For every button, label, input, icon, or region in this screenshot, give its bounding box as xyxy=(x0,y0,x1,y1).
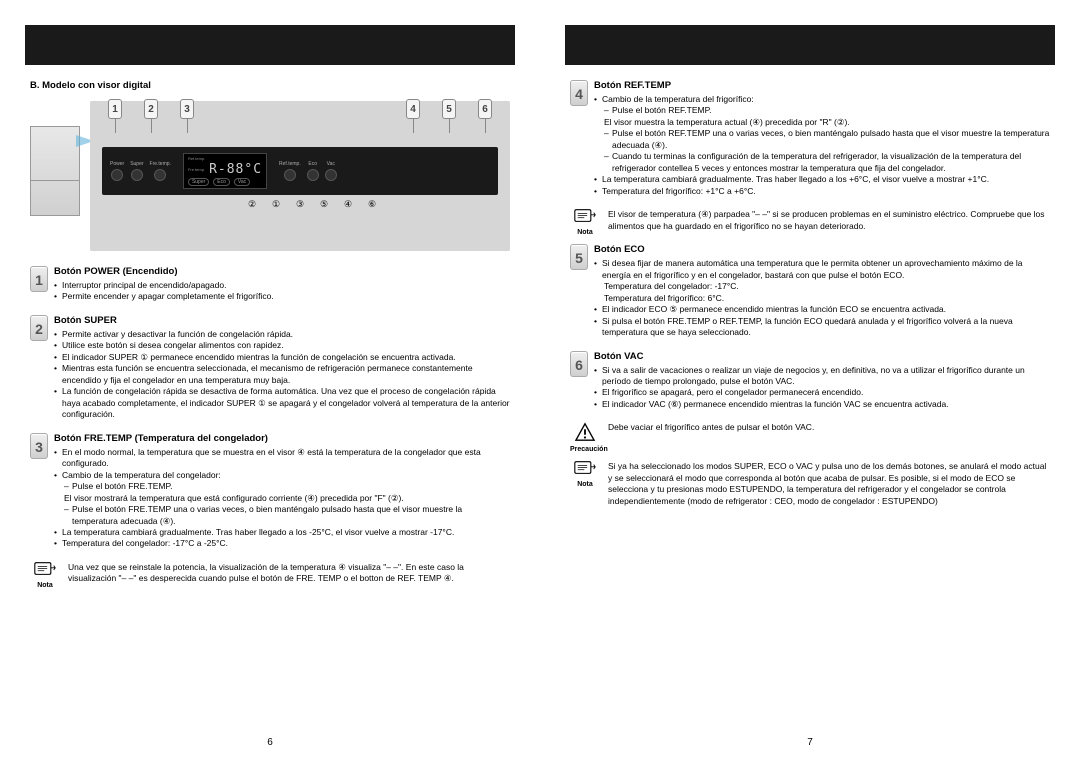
section-num-1: 1 xyxy=(30,266,48,292)
section-6-item: El indicador VAC (⑥) permanece encendido… xyxy=(594,399,1050,410)
section-1: 1 Botón POWER (Encendido) Interruptor pr… xyxy=(30,266,510,303)
section-3-sub: Pulse el botón FRE.TEMP. xyxy=(54,481,510,492)
section-6-title: Botón VAC xyxy=(594,351,1050,362)
section-4-sub: Pulse el botón REF.TEMP. xyxy=(594,105,1050,116)
section-4-item: Cambio de la temperatura del frigorífico… xyxy=(594,94,1050,105)
section-3-text: El visor mostrará la temperatura que est… xyxy=(54,493,510,504)
fridge-thumbnail xyxy=(30,126,80,216)
section-num-6: 6 xyxy=(570,351,588,377)
section-2: 2 Botón SUPER Permite activar y desactiv… xyxy=(30,315,510,421)
section-3: 3 Botón FRE.TEMP (Temperatura del congel… xyxy=(30,433,510,550)
note-text: Si ya ha seleccionado los modos SUPER, E… xyxy=(608,461,1050,507)
section-5-item: El indicador ECO ⑤ permanece encendido m… xyxy=(594,304,1050,315)
panel-label-super: Super xyxy=(130,161,143,167)
note-icon xyxy=(34,562,56,578)
control-panel: 1 2 3 4 5 6 Power Super Fre.temp. Re xyxy=(90,101,510,251)
callout-5: 5 xyxy=(442,99,456,119)
note-icon xyxy=(574,461,596,477)
callout-1: 1 xyxy=(108,99,122,119)
eco-button[interactable] xyxy=(307,169,319,181)
caution-text: Debe vaciar el frigorífico antes de puls… xyxy=(608,422,1050,453)
section-4: 4 Botón REF.TEMP Cambio de la temperatur… xyxy=(570,80,1050,197)
super-button[interactable] xyxy=(131,169,143,181)
section-3-item: Temperatura del congelador: -17°C a -25°… xyxy=(54,538,510,549)
section-5: 5 Botón ECO Si desea fijar de manera aut… xyxy=(570,244,1050,338)
callout-6: 6 xyxy=(478,99,492,119)
section-4-item: La temperatura cambiará gradualmente. Tr… xyxy=(594,174,1050,185)
section-num-3: 3 xyxy=(30,433,48,459)
control-panel-diagram: 1 2 3 4 5 6 Power Super Fre.temp. Re xyxy=(30,101,510,251)
section-3-item: La temperatura cambiará gradualmente. Tr… xyxy=(54,527,510,538)
section-3-sub: Pulse el botón FRE.TEMP una o varias vec… xyxy=(54,504,510,527)
callout-circ-2: ② xyxy=(245,199,259,210)
section-5-item: Si desea fijar de manera automática una … xyxy=(594,258,1050,281)
section-4-sub: Pulse el botón REF.TEMP una o varias vec… xyxy=(594,128,1050,151)
fretemp-button[interactable] xyxy=(154,169,166,181)
panel-label-reftemp: Ref.temp. xyxy=(279,161,301,167)
note-right-1: Nota El visor de temperatura (④) parpade… xyxy=(570,209,1050,236)
section-2-item: Permite activar y desactivar la función … xyxy=(54,329,510,340)
temperature-display: Ref.temp. Fre.temp.R-88°C Super Eco Vac xyxy=(183,153,267,189)
section-6-item: Si va a salir de vacaciones o realizar u… xyxy=(594,365,1050,388)
header-band-right xyxy=(565,25,1055,65)
section-6-item: El frigorífico se apagará, pero el conge… xyxy=(594,387,1050,398)
section-2-title: Botón SUPER xyxy=(54,315,510,326)
reftemp-button[interactable] xyxy=(284,169,296,181)
note-label: Nota xyxy=(30,582,60,589)
section-2-item: La función de congelación rápida se desa… xyxy=(54,386,510,420)
section-2-item: Utilice este botón si desea congelar ali… xyxy=(54,340,510,351)
section-4-text: El visor muestra la temperatura actual (… xyxy=(594,117,1050,128)
callout-2: 2 xyxy=(144,99,158,119)
note-text: Una vez que se reinstale la potencia, la… xyxy=(68,562,510,589)
model-subhead: B. Modelo con visor digital xyxy=(30,80,510,91)
section-3-item: Cambio de la temperatura del congelador: xyxy=(54,470,510,481)
warning-icon xyxy=(574,422,596,442)
section-4-title: Botón REF.TEMP xyxy=(594,80,1050,91)
note-left: Nota Una vez que se reinstale la potenci… xyxy=(30,562,510,589)
callout-circ-1: ① xyxy=(269,199,283,210)
caution-label: Precaución xyxy=(570,446,600,453)
header-band-left xyxy=(25,25,515,65)
section-5-item: Si pulsa el botón FRE.TEMP o REF.TEMP, l… xyxy=(594,316,1050,339)
section-5-title: Botón ECO xyxy=(594,244,1050,255)
callout-circ-4: ④ xyxy=(341,199,355,210)
section-4-sub: Cuando tu terminas la configuración de l… xyxy=(594,151,1050,174)
page-left: B. Modelo con visor digital 1 2 3 4 5 6 xyxy=(0,0,540,763)
section-3-title: Botón FRE.TEMP (Temperatura del congelad… xyxy=(54,433,510,444)
page-number-left: 6 xyxy=(0,737,540,748)
section-2-item: Mientras esta función se encuentra selec… xyxy=(54,363,510,386)
panel-label-eco: Eco xyxy=(308,161,317,167)
section-5-text: Temperatura del frigorífico: 6°C. xyxy=(594,293,1050,304)
section-2-item: El indicador SUPER ① permanece encendido… xyxy=(54,352,510,363)
panel-label-power: Power xyxy=(110,161,124,167)
section-1-item: Permite encender y apagar completamente … xyxy=(54,291,510,302)
section-6: 6 Botón VAC Si va a salir de vacaciones … xyxy=(570,351,1050,411)
callout-circ-3: ③ xyxy=(293,199,307,210)
section-1-item: Interruptor principal de encendido/apaga… xyxy=(54,280,510,291)
section-4-item: Temperatura del frigorífico: +1°C a +6°C… xyxy=(594,186,1050,197)
section-num-4: 4 xyxy=(570,80,588,106)
callout-4: 4 xyxy=(406,99,420,119)
section-1-title: Botón POWER (Encendido) xyxy=(54,266,510,277)
note-icon xyxy=(574,209,596,225)
panel-label-fretemp: Fre.temp. xyxy=(150,161,171,167)
section-num-5: 5 xyxy=(570,244,588,270)
section-3-item: En el modo normal, la temperatura que se… xyxy=(54,447,510,470)
vac-button[interactable] xyxy=(325,169,337,181)
note-label: Nota xyxy=(570,481,600,488)
power-button[interactable] xyxy=(111,169,123,181)
panel-label-vac: Vac xyxy=(327,161,335,167)
caution-right: Precaución Debe vaciar el frigorífico an… xyxy=(570,422,1050,453)
section-5-text: Temperatura del congelador: -17°C. xyxy=(594,281,1050,292)
page-number-right: 7 xyxy=(540,737,1080,748)
callout-3: 3 xyxy=(180,99,194,119)
note-text: El visor de temperatura (④) parpadea "– … xyxy=(608,209,1050,236)
section-num-2: 2 xyxy=(30,315,48,341)
note-right-2: Nota Si ya ha seleccionado los modos SUP… xyxy=(570,461,1050,507)
page-right: 4 Botón REF.TEMP Cambio de la temperatur… xyxy=(540,0,1080,763)
note-label: Nota xyxy=(570,229,600,236)
callout-circ-5: ⑤ xyxy=(317,199,331,210)
callout-circ-6: ⑥ xyxy=(365,199,379,210)
